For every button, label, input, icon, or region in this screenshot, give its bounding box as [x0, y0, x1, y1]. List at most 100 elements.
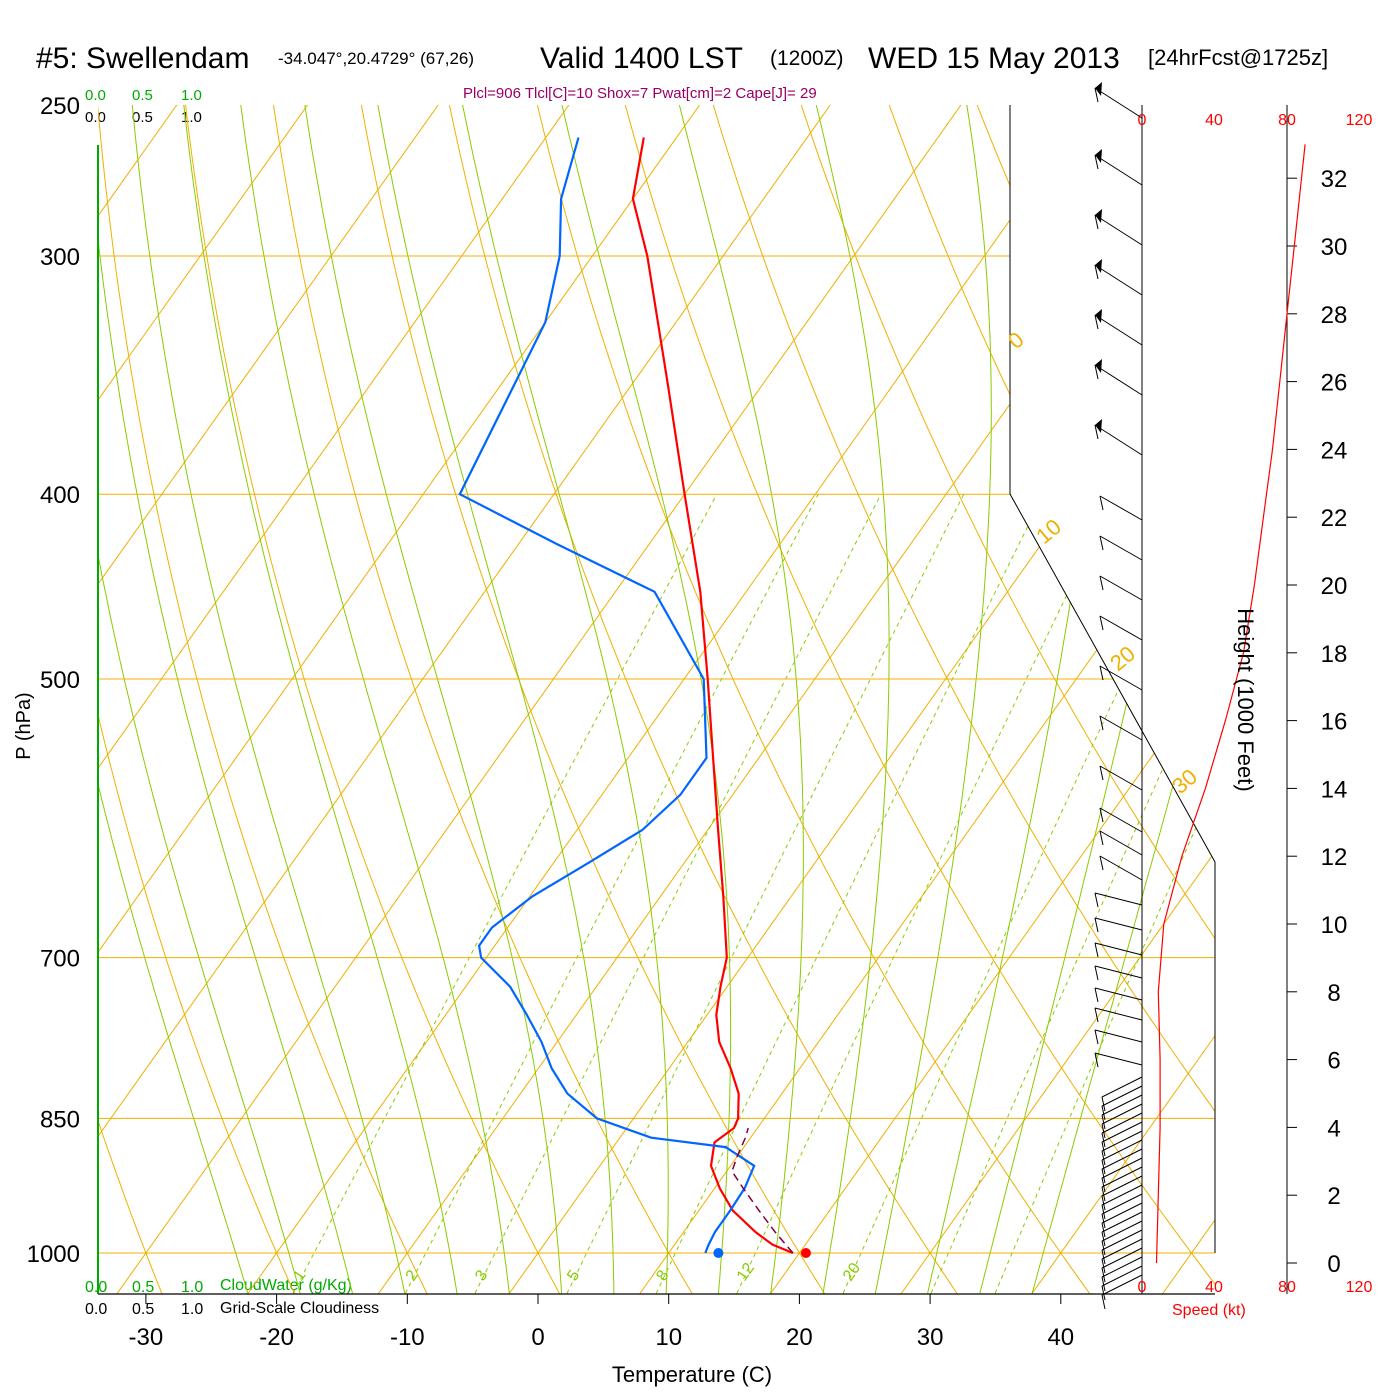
- isotherm-line: [508, 105, 1215, 1294]
- mixing-ratio-line: [292, 493, 718, 1294]
- height-tick-label: 2: [1327, 1183, 1340, 1210]
- wind-barb-staff: [1101, 1139, 1143, 1161]
- wind-barb-staff: [1094, 87, 1143, 119]
- wind-barb-staff: [1101, 1202, 1143, 1224]
- valid-time: Valid 1400 LST: [540, 42, 743, 75]
- wind-barb-staff: [1101, 1121, 1143, 1143]
- x-tick-label: -30: [129, 1324, 164, 1351]
- isotherm-line: [769, 105, 1215, 1294]
- isotherm-line: [98, 105, 439, 1294]
- isotherm-line: [639, 105, 1215, 1294]
- speed-axis-title: Speed (kt): [1172, 1302, 1246, 1319]
- wind-barb-staff: [1101, 1112, 1143, 1134]
- wind-barb-staff: [1099, 807, 1143, 833]
- isotherm-line: [98, 105, 831, 1294]
- dry-adiabat-line: [624, 105, 1215, 1294]
- height-tick-label: 32: [1321, 166, 1348, 193]
- wind-barb-staff: [1094, 314, 1143, 346]
- moist-adiabat-line: [98, 105, 301, 1294]
- wind-barb-feather: [1101, 1150, 1106, 1166]
- wind-barb-feather: [1099, 575, 1104, 591]
- wind-barb-feather: [1094, 214, 1099, 230]
- wind-barb-feather: [1101, 1285, 1106, 1301]
- wind-barb-staff: [1101, 1085, 1143, 1107]
- mixing-ratio-line: [404, 493, 819, 1294]
- wind-barb-staff: [1101, 1211, 1143, 1233]
- dry-adiabat-line: [1241, 105, 1400, 1293]
- height-tick-label: 22: [1321, 505, 1348, 532]
- mixing-ratio-label: 2: [403, 1267, 422, 1284]
- wind-barb-feather: [1101, 1195, 1106, 1211]
- wind-barb-feather: [1094, 364, 1099, 380]
- wind-barb-staff: [1099, 495, 1143, 521]
- wind-barb-feather: [1101, 1186, 1106, 1202]
- wind-barb-staff: [1094, 1052, 1143, 1066]
- height-tick-label: 30: [1321, 234, 1348, 261]
- height-tick-label: 20: [1321, 573, 1348, 600]
- wind-barb-staff: [1099, 615, 1143, 641]
- plot-frame: [97, 105, 1216, 1295]
- cloudwater-tick: 1.0: [181, 87, 202, 104]
- cloudwater-tick: 0.5: [132, 87, 153, 104]
- isotherm-line: [247, 105, 1093, 1294]
- cloudiness-label: Grid-Scale Cloudiness: [220, 1300, 379, 1317]
- wind-barb-feather: [1101, 1132, 1106, 1148]
- moist-adiabat-line: [1031, 105, 1215, 1294]
- wind-barb-staff: [1099, 855, 1143, 881]
- moist-adiabat-line: [98, 105, 249, 1294]
- wind-barb-staff: [1101, 1130, 1143, 1152]
- sounding-params: Plcl=906 Tlcl[C]=10 Shox=7 Pwat[cm]=2 Ca…: [463, 85, 817, 102]
- moist-adiabat-line: [678, 105, 804, 1294]
- height-tick-label: 18: [1321, 641, 1348, 668]
- isotherm-line: [377, 105, 1215, 1294]
- x-tick-label: 30: [917, 1324, 944, 1351]
- wind-barb-feather: [1101, 1249, 1106, 1265]
- wind-barb-feather: [1099, 807, 1104, 823]
- wind-barb-feather: [1094, 965, 1099, 981]
- wind-barb-staff: [1099, 715, 1143, 741]
- isotherm-line: [1161, 105, 1215, 1294]
- wind-barb-staff: [1101, 1247, 1143, 1269]
- wind-barb-feather: [1101, 1105, 1106, 1121]
- mixing-ratio-label: 3: [472, 1267, 491, 1284]
- wind-barb-feather: [1101, 1240, 1106, 1256]
- wind-barb-feather: [1101, 1258, 1106, 1274]
- wind-barb-staff: [1101, 1166, 1143, 1188]
- wind-barb-feather: [1094, 892, 1099, 908]
- mixing-ratio-line: [736, 493, 1117, 1294]
- cloudiness-tick: 1.0: [181, 1301, 203, 1318]
- dry-adiabat-line: [273, 105, 693, 1294]
- wind-barb-staff: [1099, 830, 1143, 856]
- wind-barb-staff: [1094, 965, 1143, 979]
- surface-temperature-point: [800, 1248, 811, 1258]
- wind-barb-feather: [1094, 264, 1099, 280]
- wind-barb-feather: [1101, 1294, 1106, 1310]
- speed-tick-top: 80: [1278, 112, 1296, 129]
- moist-adiabat-line: [240, 105, 510, 1294]
- wind-barb-staff: [1094, 987, 1143, 1001]
- cloudiness-tick: 0.5: [132, 1301, 154, 1318]
- wind-barb-feather: [1101, 1267, 1106, 1283]
- wind-barb-pennant: [1095, 82, 1102, 96]
- wind-barb-feather: [1101, 1096, 1106, 1112]
- moist-adiabat-line: [183, 105, 458, 1294]
- dry-adiabat-line: [1064, 105, 1215, 1294]
- wind-barb-feather: [1101, 1222, 1106, 1238]
- x-tick-label: 40: [1047, 1324, 1074, 1351]
- height-tick-label: 6: [1327, 1048, 1340, 1075]
- mixing-ratio-line: [842, 493, 1211, 1294]
- wind-barb-staff: [1094, 264, 1143, 296]
- wind-barb-pennant: [1095, 359, 1102, 373]
- wind-barb-feather: [1099, 715, 1104, 731]
- wind-barb-pennant: [1095, 309, 1102, 323]
- moist-adiabat-line: [131, 105, 406, 1294]
- parcel-line: [731, 1127, 794, 1254]
- isotherm-line: [116, 105, 962, 1294]
- wind-barb-staff: [1094, 1007, 1143, 1021]
- dry-adiabat-line: [888, 105, 1215, 1294]
- wind-barb-staff: [1101, 1157, 1143, 1179]
- wind-barb-staff: [1094, 892, 1143, 906]
